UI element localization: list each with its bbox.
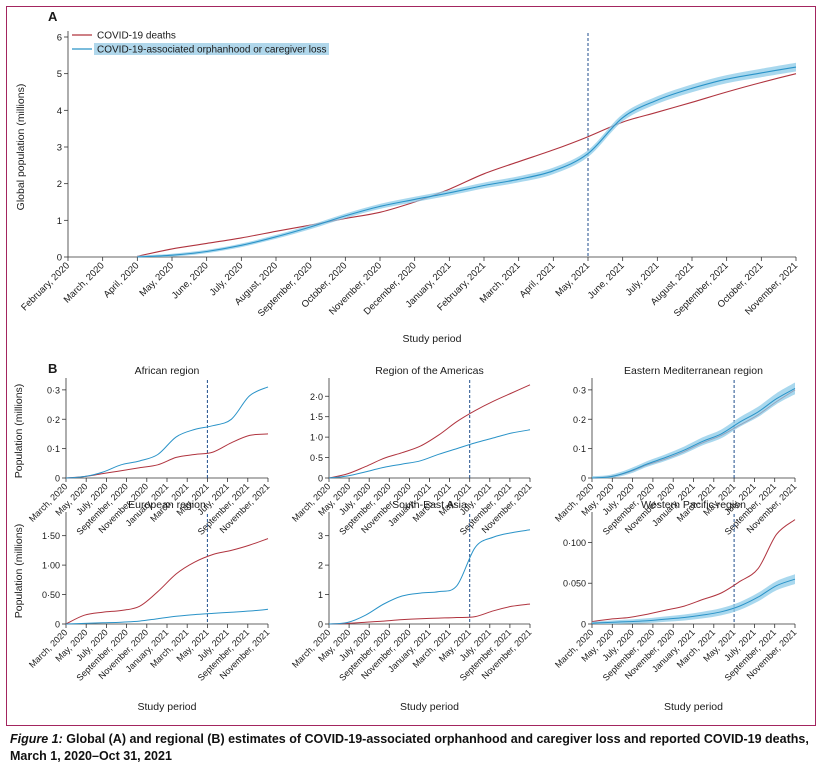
y-tick-label: 0 [581,620,586,630]
y-tick-label: 0·100 [563,538,586,548]
y-tick-label: 0·2 [573,415,586,425]
y-tick-label: 6 [57,33,62,44]
deaths-series-line [65,538,269,625]
panel-title: South-East Asia [392,499,467,511]
y-axis-label: Global population (millions) [15,84,27,211]
regional-chart-western-pacific-region: Western Pacific region00·0500·100March, … [553,499,798,713]
x-tick-label: April, 2020 [102,260,142,300]
y-tick-label: 0·1 [573,444,586,454]
y-tick-label: 1·00 [42,561,60,571]
y-tick-label: 0·3 [573,385,586,395]
deaths-series-line [328,603,531,625]
x-axis-label: Study period [403,333,462,345]
orphanhood-series-line [591,578,796,624]
y-tick-label: 2·0 [310,392,323,402]
y-tick-label: 0·050 [563,579,586,589]
y-tick-label: 0 [57,253,62,264]
y-tick-label: 2 [57,179,62,190]
uncertainty-band [137,62,797,258]
panel-letter-b: B [48,361,57,376]
y-tick-label: 1 [318,590,323,600]
legend-label-deaths: COVID-19 deaths [97,31,176,42]
y-axis-label: Population (millions) [13,384,25,479]
y-tick-label: 0·1 [47,444,60,454]
y-tick-label: 0 [581,474,586,484]
x-tick-label: June, 2020 [170,260,211,301]
deaths-series-line [328,384,531,479]
panel-title: Western Pacific region [641,499,746,511]
orphanhood-series-line [328,429,531,479]
y-tick-label: 3 [57,143,62,154]
legend-highlight [94,43,329,55]
orphanhood-series-line [591,387,796,479]
panel-title: Region of the Americas [375,365,484,377]
y-tick-label: 0·50 [42,590,60,600]
y-tick-label: 3 [318,531,323,541]
y-tick-label: 0·2 [47,415,60,425]
orphanhood-series-line [65,608,269,625]
figure-caption: Figure 1: Global (A) and regional (B) es… [10,731,810,765]
y-axis-label: Population (millions) [13,524,25,619]
legend: COVID-19 deaths COVID-19-associated orpha… [72,31,329,56]
y-tick-label: 0 [55,474,60,484]
y-tick-label: 2 [318,561,323,571]
legend-label-orphanhood: COVID-19-associated orphanhood or caregi… [97,45,327,56]
y-tick-label: 4 [57,106,62,117]
panel-title: African region [135,365,200,377]
panel-letter-a: A [48,9,58,24]
y-tick-label: 0 [318,474,323,484]
y-tick-label: 0 [55,620,60,630]
deaths-series-line [591,519,796,623]
y-tick-label: 0·5 [310,453,323,463]
x-tick-label: February, 2020 [19,260,72,313]
orphanhood-series-line [65,386,269,479]
uncertainty-band [592,382,795,479]
figure-frame [6,6,816,726]
deaths-series-line [137,73,797,257]
y-tick-label: 0·3 [47,385,60,395]
y-tick-label: 1·50 [42,531,60,541]
orphanhood-series-line [137,66,797,258]
x-axis-label: Study period [664,701,723,713]
y-tick-label: 1·5 [310,412,323,422]
y-tick-label: 1 [57,216,62,227]
deaths-series-line [65,433,269,479]
caption-label: Figure 1: [10,732,63,746]
panel-title: European region [128,499,206,511]
regional-chart-region-of-the-americas: Region of the Americas00·51·01·52·0March… [290,365,533,537]
regional-chart-eastern-mediterranean-region: Eastern Mediterranean region00·10·20·3Ma… [553,365,798,537]
x-tick-label: April, 2021 [518,260,558,300]
panel-title: Eastern Mediterranean region [624,365,763,377]
x-axis-label: Study period [138,701,197,713]
y-tick-label: 1·0 [310,433,323,443]
y-tick-label: 5 [57,69,62,80]
caption-text: Global (A) and regional (B) estimates of… [10,732,809,763]
x-axis-label: Study period [400,701,459,713]
orphanhood-series-line [328,529,531,625]
x-tick-label: June, 2021 [586,260,627,301]
y-tick-label: 0 [318,620,323,630]
